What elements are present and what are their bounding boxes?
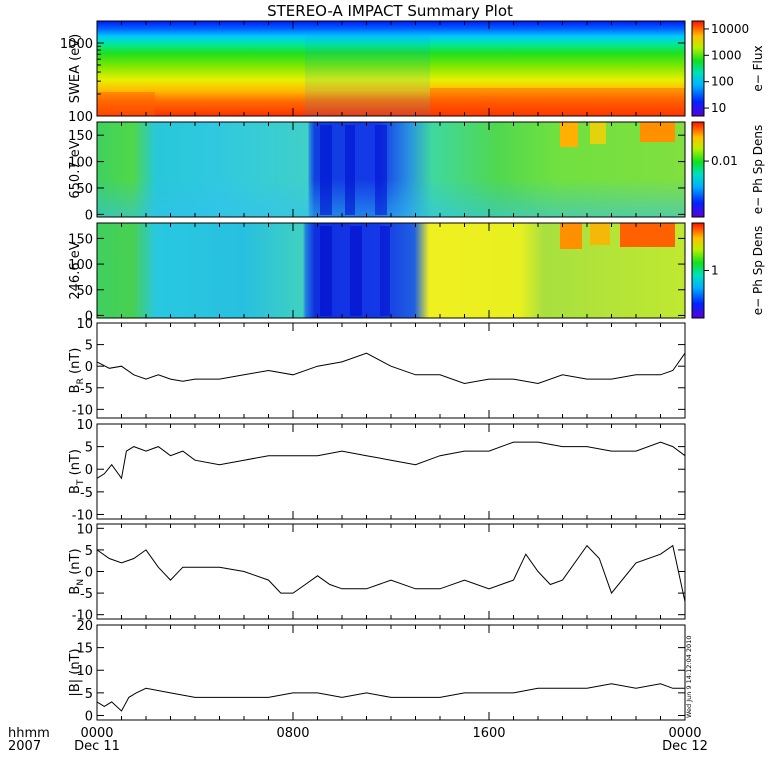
y-tick-label: 10 [76,418,93,433]
y-tick-label: 100 [68,156,93,171]
y-tick-label: 5 [85,687,93,702]
colorbar-tick-label: 10000 [711,22,749,36]
swea-spectrogram [96,20,686,117]
magnetic-field-trace [96,352,686,385]
colorbar-tick-label: 1000 [711,48,742,62]
x-tick-label: 0000 [668,726,701,741]
y-axis-label: SWEA (eV) [68,34,83,103]
y-axis-label: |B| (nT) [68,648,83,696]
colorbar-label: e− Flux [751,45,765,91]
colorbar-flux [691,20,705,117]
bt-panel [96,423,686,520]
colorbar-tick-label: 10 [711,101,726,115]
plot-title: STEREO-A IMPACT Summary Plot [267,2,513,20]
x-date-label: Dec 12 [662,739,708,754]
magnetic-field-trace [96,683,685,712]
magnetic-field-trace [96,544,686,602]
y-tick-label: 10 [76,664,93,679]
y-axis-label: 650.7 eV [68,140,83,198]
y-axis-label: 246.6 eV [68,241,83,299]
bn-panel [96,523,686,620]
colorbar-label: e− Ph Sp Dens [751,226,765,315]
y-tick-label: 50 [76,182,93,197]
y-tick-label: 100 [68,110,93,125]
y-tick-label: -5 [80,486,93,501]
y-tick-label: 0 [85,566,93,581]
magnetic-field-trace [96,441,686,480]
y-tick-label: 0 [85,360,93,375]
pitch-angle-246-panel [96,222,686,319]
y-tick-label: -5 [80,382,93,397]
y-tick-label: 5 [85,441,93,456]
x-row-label-year: 2007 [8,739,41,754]
y-tick-label: 10 [76,522,93,537]
timestamp-label: Wed Jun 9 14:12:04 2010 [685,636,693,718]
bmag-panel [96,624,686,721]
y-tick-label: 5 [85,339,93,354]
y-tick-label: 5 [85,544,93,559]
y-tick-label: 100 [68,258,93,273]
colorbar-650-ps-density [691,121,705,218]
x-tick-label: 0000 [80,726,113,741]
y-tick-label: 0 [85,463,93,478]
colorbar-tick-label: 0.01 [711,154,738,168]
axis-ticks [96,21,709,720]
y-tick-label: -10 [72,403,93,418]
y-tick-label: -10 [72,609,93,624]
x-tick-label: 0800 [276,726,309,741]
y-tick-label: 1000 [60,37,93,52]
y-tick-label: 0 [85,309,93,324]
x-date-label: Dec 11 [74,739,120,754]
y-tick-label: -5 [80,587,93,602]
trace-layer [96,352,686,712]
y-tick-label: 20 [76,619,93,634]
colorbar-tick-label: 1 [711,264,719,278]
br-panel [96,322,686,419]
colorbar-tick-label: 100 [711,75,734,89]
y-tick-label: 15 [76,642,93,657]
pitch-angle-650-panel [96,121,686,218]
y-tick-label: 0 [85,208,93,223]
colorbar-246-ps-density [691,222,705,319]
y-tick-label: 150 [68,129,93,144]
x-row-label-hhmm: hhmm [8,726,50,741]
y-tick-label: -10 [72,508,93,523]
y-tick-label: 50 [76,284,93,299]
y-tick-label: 150 [68,232,93,247]
y-tick-label: 10 [76,317,93,332]
colorbar-label: e− Ph Sp Dens [751,125,765,214]
y-tick-label: 0 [85,709,93,724]
x-tick-label: 1600 [472,726,505,741]
